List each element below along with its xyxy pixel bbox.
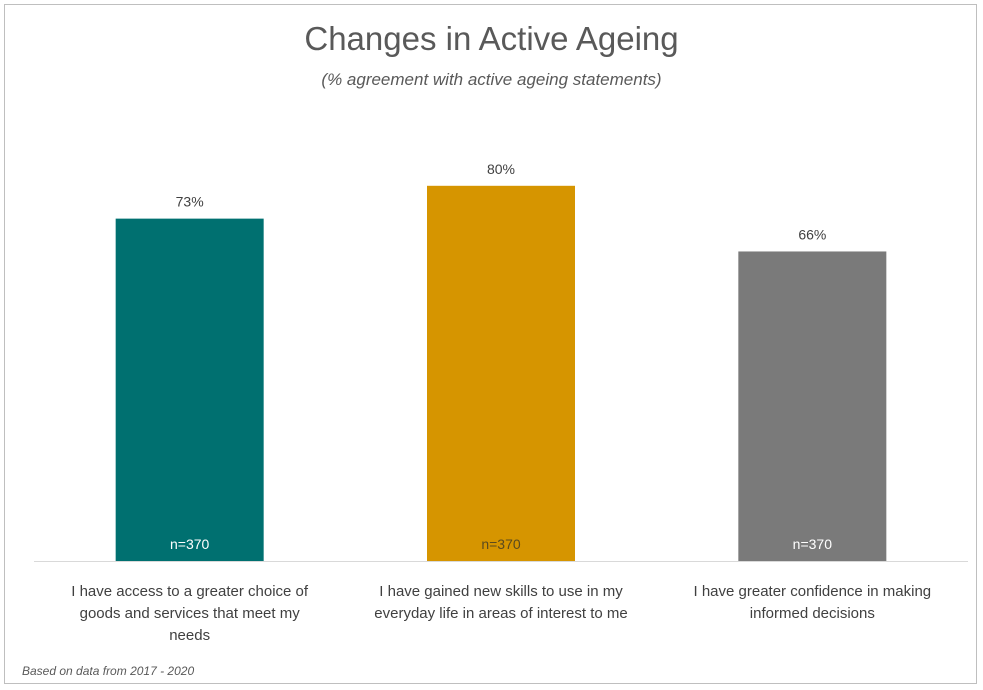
category-label-1-line-2: goods and services that meet my (80, 605, 301, 622)
bar-1 (115, 218, 264, 561)
sample-label-2: n=370 (481, 536, 521, 552)
category-label-3-line-1: I have greater confidence in making (694, 583, 932, 600)
chart-title: Changes in Active Ageing (304, 20, 679, 57)
bar-3 (738, 251, 887, 561)
category-label-1: I have access to a greater choice of good… (71, 583, 309, 644)
category-label-1-line-1: I have access to a greater choice of (71, 583, 309, 600)
category-label-3-line-2: informed decisions (750, 605, 875, 622)
category-label-1-line-3: needs (169, 627, 210, 644)
data-label-3: 66% (798, 226, 826, 242)
sample-label-3: n=370 (793, 536, 833, 552)
category-label-2-line-2: everyday life in areas of interest to me (374, 605, 627, 622)
category-label-2-line-1: I have gained new skills to use in my (379, 583, 623, 600)
category-label-2: I have gained new skills to use in my eve… (374, 583, 627, 622)
category-label-3: I have greater confidence in making infor… (694, 583, 932, 622)
data-label-1: 73% (176, 194, 204, 210)
data-label-2: 80% (487, 161, 515, 177)
bar-2 (427, 185, 575, 562)
chart-subtitle: (% agreement with active ageing statemen… (321, 70, 662, 89)
footnote: Based on data from 2017 - 2020 (22, 664, 195, 678)
sample-label-1: n=370 (170, 536, 210, 552)
